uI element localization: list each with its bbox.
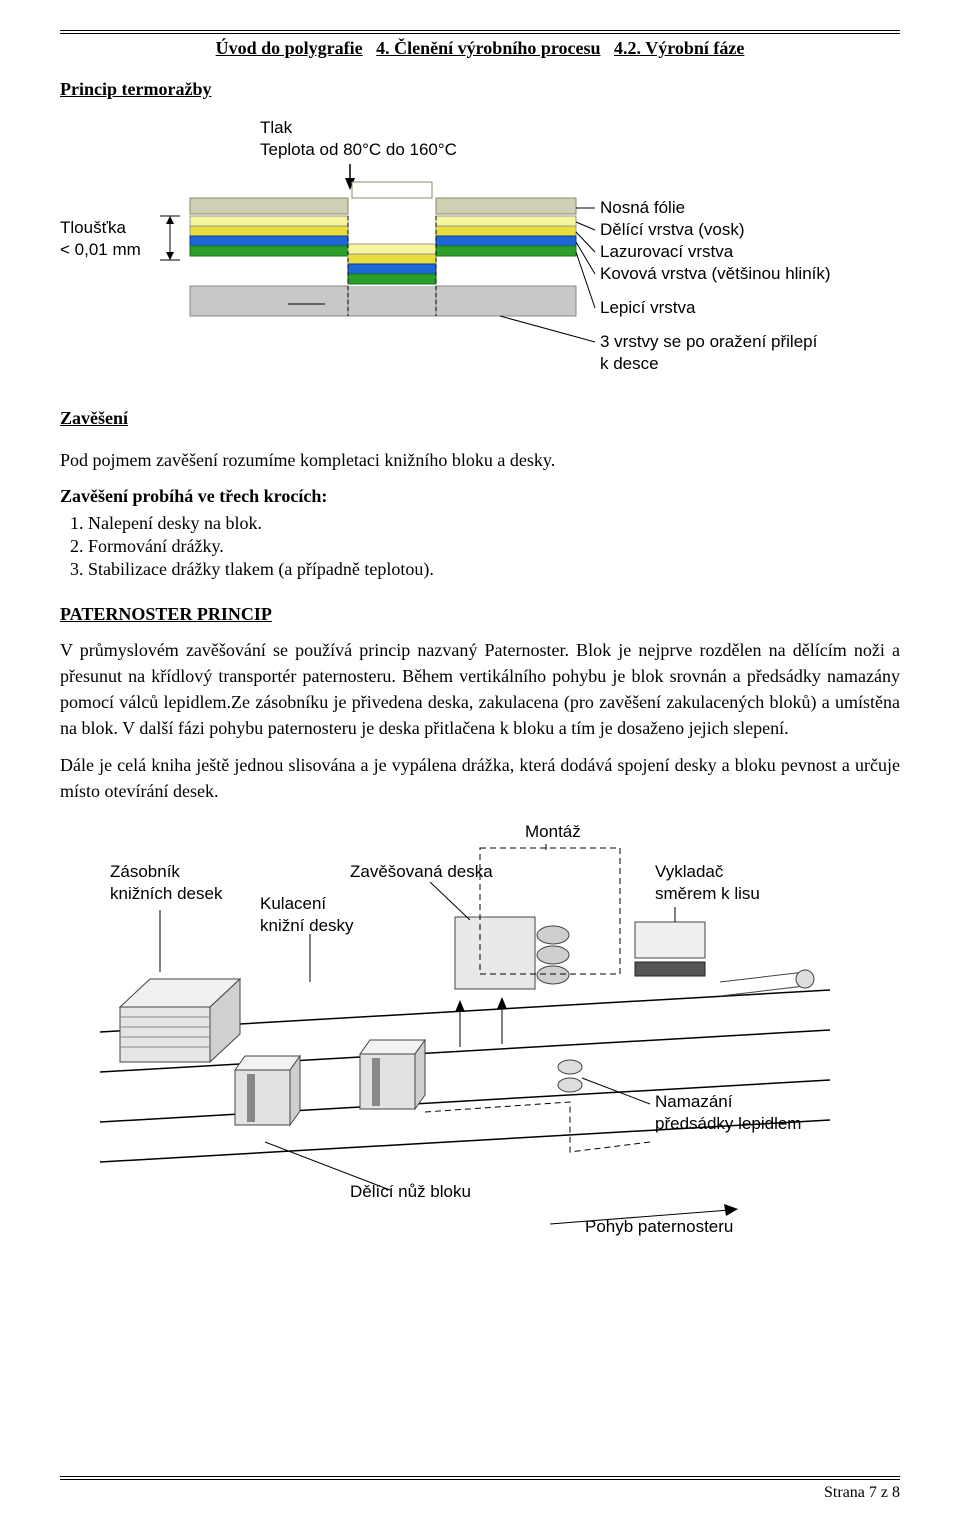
paternoster-p1: V průmyslovém zavěšování se používá prin…: [60, 637, 900, 741]
section-title-princip: Princip termoražby: [60, 79, 900, 100]
steps-title: Zavěšení probíhá ve třech krocích:: [60, 483, 900, 509]
diagram-termorazba: Tlak Teplota od 80°C do 160°C Matrice Tl…: [60, 118, 900, 398]
page-number: Strana 7 z 8: [60, 1484, 900, 1502]
step-2: Formování drážky.: [88, 536, 900, 557]
diagram-paternoster-svg: [90, 822, 870, 1242]
breadcrumb-part-1: Úvod do polygrafie: [216, 38, 363, 58]
steps-list: Nalepení desky na blok. Formování drážky…: [88, 513, 900, 580]
section-title-zaveseni: Zavěšení: [60, 408, 900, 429]
section-title-paternoster: PATERNOSTER PRINCIP: [60, 604, 900, 625]
breadcrumb-part-3: 4.2. Výrobní fáze: [614, 38, 744, 58]
paternoster-p2: Dále je celá kniha ještě jednou slisován…: [60, 752, 900, 804]
zaveseni-intro: Pod pojmem zavěšení rozumíme kompletaci …: [60, 447, 900, 473]
breadcrumb: Úvod do polygrafie 4. Členění výrobního …: [60, 38, 900, 59]
diagram-paternoster: Montáž Zásobník knižních desek Zavěšovan…: [90, 822, 870, 1242]
bottom-rule: [60, 1476, 900, 1480]
top-rule: [60, 30, 900, 34]
breadcrumb-part-2: 4. Členění výrobního procesu: [376, 38, 600, 58]
diagram-termorazba-svg: [60, 118, 900, 398]
step-3: Stabilizace drážky tlakem (a případně te…: [88, 559, 900, 580]
step-1: Nalepení desky na blok.: [88, 513, 900, 534]
